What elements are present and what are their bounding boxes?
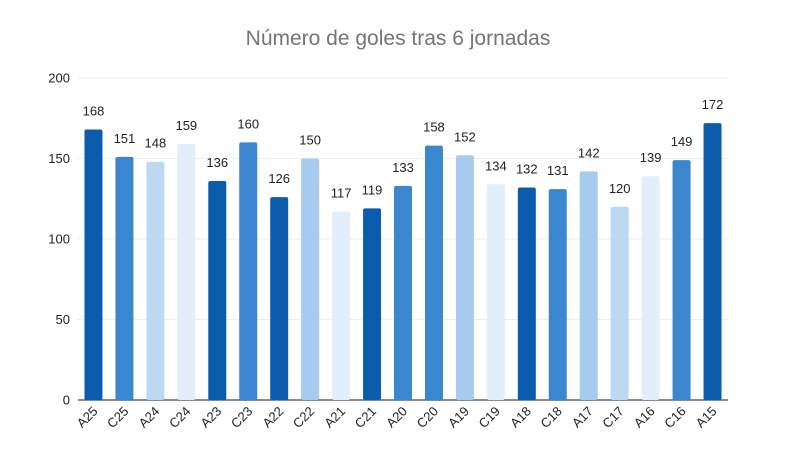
data-label-A15: 172 — [702, 97, 724, 112]
data-label-C23: 160 — [237, 116, 259, 131]
bar-C24 — [177, 144, 196, 400]
bar-C23 — [239, 142, 258, 400]
x-tick-label-A18: A18 — [507, 404, 534, 431]
bar-A25 — [84, 129, 103, 400]
x-tick-label-C22: C22 — [290, 404, 317, 431]
x-tick-label-C18: C18 — [537, 404, 564, 431]
data-label-A21: 117 — [331, 186, 352, 201]
data-label-A23: 136 — [206, 155, 228, 170]
data-label-A19: 152 — [454, 129, 476, 144]
data-label-C20: 158 — [423, 120, 445, 135]
x-tick-label-A25: A25 — [74, 404, 101, 431]
data-label-C21: 119 — [362, 182, 383, 197]
data-label-A18: 132 — [516, 161, 538, 176]
data-label-C16: 149 — [671, 134, 693, 149]
x-tick-label-A16: A16 — [631, 404, 658, 431]
y-tick-label: 150 — [48, 151, 70, 166]
y-tick-label: 50 — [56, 312, 70, 327]
data-label-C17: 120 — [609, 181, 631, 196]
bar-C19 — [486, 184, 505, 400]
bar-A16 — [641, 176, 660, 400]
x-tick-label-C25: C25 — [104, 404, 131, 431]
x-tick-label-A24: A24 — [136, 404, 163, 431]
data-label-A17: 142 — [578, 145, 600, 160]
bar-C18 — [548, 189, 567, 400]
x-tick-label-C19: C19 — [476, 404, 503, 431]
x-tick-label-A21: A21 — [321, 404, 348, 431]
data-label-A20: 133 — [392, 160, 414, 175]
bar-C16 — [672, 160, 691, 400]
x-tick-label-A17: A17 — [569, 404, 596, 431]
chart-title: Número de goles tras 6 jornadas — [245, 27, 551, 50]
x-tick-label-C20: C20 — [414, 404, 441, 431]
y-tick-label: 100 — [48, 232, 70, 247]
x-tick-label-A22: A22 — [259, 404, 286, 431]
x-tick-label-A20: A20 — [383, 404, 410, 431]
bar-C22 — [301, 158, 320, 400]
data-label-C18: 131 — [547, 163, 569, 178]
data-label-C24: 159 — [175, 118, 197, 133]
x-tick-label-C23: C23 — [228, 404, 255, 431]
x-tick-label-C24: C24 — [166, 404, 193, 431]
bar-A21 — [332, 211, 351, 400]
bar-A15 — [703, 123, 722, 400]
data-label-C22: 150 — [299, 133, 321, 148]
x-tick-label-C21: C21 — [352, 404, 379, 431]
bar-C21 — [363, 208, 382, 400]
x-tick-label-A15: A15 — [693, 404, 720, 431]
x-tick-label-C16: C16 — [661, 404, 688, 431]
data-label-C19: 134 — [485, 158, 507, 173]
data-label-A22: 126 — [268, 171, 290, 186]
x-tick-label-A23: A23 — [197, 404, 224, 431]
bar-A23 — [208, 181, 227, 400]
bar-C20 — [424, 145, 443, 400]
bar-C25 — [115, 156, 134, 400]
data-label-A24: 148 — [145, 136, 167, 151]
bar-A22 — [270, 197, 289, 400]
y-tick-label: 200 — [48, 71, 70, 86]
bar-A19 — [455, 155, 474, 400]
bar-C17 — [610, 206, 629, 400]
bar-A20 — [394, 185, 412, 400]
x-tick-label-C17: C17 — [599, 404, 626, 431]
x-tick-label-A19: A19 — [445, 404, 472, 431]
y-tick-label: 0 — [63, 393, 70, 408]
bar-A17 — [579, 171, 598, 400]
data-label-C25: 151 — [114, 131, 136, 146]
data-label-A16: 139 — [640, 150, 662, 165]
bar-A24 — [146, 161, 165, 400]
bar-A18 — [517, 187, 536, 400]
data-label-A25: 168 — [83, 104, 105, 119]
bar-layer — [84, 123, 722, 400]
